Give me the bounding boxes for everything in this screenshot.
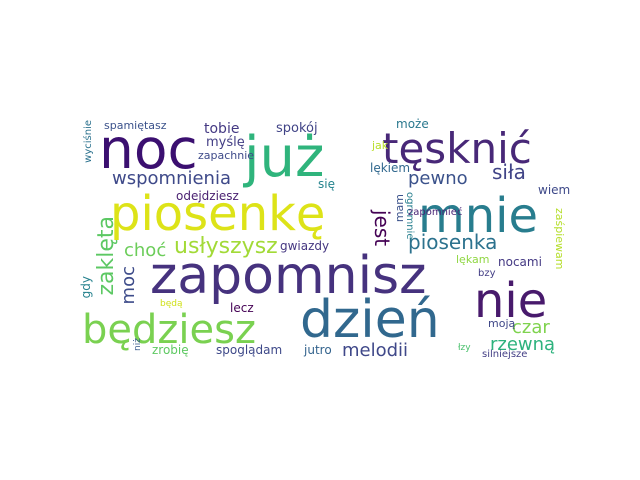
word-lecz: lecz (230, 301, 254, 315)
word-melodii: melodii (342, 340, 409, 361)
word-lekam: lękam (456, 253, 490, 266)
word-lekiem: lękiem (370, 161, 411, 175)
word-czar: czar (512, 317, 550, 338)
word-tobie: tobie (204, 121, 240, 137)
word-moc: moc (118, 266, 139, 305)
word-piosenke: piosenkę (110, 186, 326, 242)
word-sila: siła (492, 160, 526, 184)
word-uslyszysz: usłyszysz (174, 234, 278, 259)
word-wycisnie: wyciśnie (83, 120, 94, 163)
word-gwiazdy: gwiazdy (280, 239, 330, 253)
word-nocami: nocami (498, 255, 542, 269)
word-zapomnisz: zapomnisz (150, 246, 427, 306)
word-zrobie: zrobię (152, 343, 189, 357)
word-dzien: dzień (300, 290, 440, 350)
word-bzy: bzy (478, 268, 496, 279)
word-spokoj: spokój (276, 121, 318, 136)
word-beda: będą (160, 299, 183, 309)
word-wspomnienia: wspomnienia (112, 168, 231, 189)
word-ogromnie: ogromnie (404, 192, 415, 240)
word-zapomniec: zapomnieć (408, 207, 463, 218)
word-spamietasz: spamiętasz (104, 119, 167, 132)
word-choc: choć (124, 240, 167, 261)
word-jutro: jutro (304, 343, 332, 357)
word-mysle: myślę (206, 135, 245, 150)
word-zapachnie: zapachnie (198, 149, 255, 162)
word-gdy: gdy (79, 276, 93, 299)
word-wiem: wiem (538, 183, 571, 197)
word-jak: jak (372, 139, 389, 152)
word-silniejsze: silniejsze (482, 349, 528, 360)
word-mnie: mnie (418, 188, 539, 244)
word-nie: nie (474, 273, 548, 329)
word-moja: moją (488, 317, 516, 330)
word-cloud: zapomnisz noc już tęsknić piosenkę mnie … (79, 112, 570, 368)
word-bedziesz: będziesz (82, 307, 256, 353)
word-zakleta: zaklęta (94, 216, 119, 296)
word-sie: się (318, 177, 335, 191)
word-lzy: łzy (458, 343, 471, 353)
word-odejdziesz: odejdziesz (176, 189, 239, 203)
word-moze: może (396, 117, 429, 131)
word-rzewna: rzewną (490, 334, 556, 355)
word-jest: jest (370, 210, 394, 247)
word-zaspiewam: zaśpiewam (553, 208, 566, 270)
word-noc: noc (99, 117, 198, 181)
word-juz: już (244, 125, 325, 190)
word-piosenka: piosenka (408, 230, 498, 254)
word-pewno: pewno (408, 168, 468, 189)
word-niz: niż (133, 338, 143, 351)
word-spogladam: spoglądam (216, 343, 283, 357)
word-tesknic: tęsknić (382, 124, 532, 173)
